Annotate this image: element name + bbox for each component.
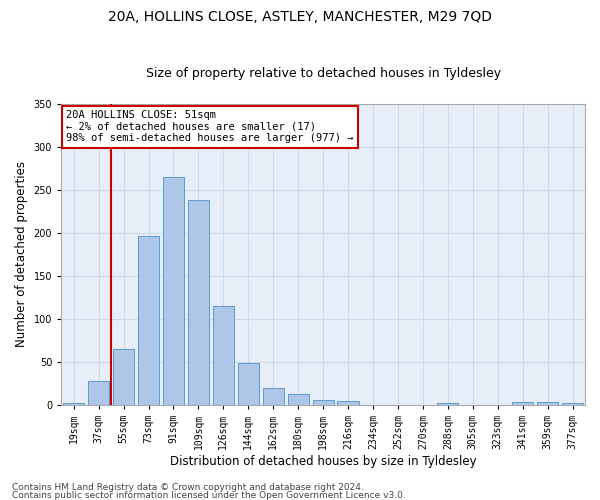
- Text: Contains public sector information licensed under the Open Government Licence v3: Contains public sector information licen…: [12, 490, 406, 500]
- X-axis label: Distribution of detached houses by size in Tyldesley: Distribution of detached houses by size …: [170, 454, 476, 468]
- Y-axis label: Number of detached properties: Number of detached properties: [15, 162, 28, 348]
- Bar: [263, 388, 284, 404]
- Text: 20A HOLLINS CLOSE: 51sqm
← 2% of detached houses are smaller (17)
98% of semi-de: 20A HOLLINS CLOSE: 51sqm ← 2% of detache…: [67, 110, 354, 144]
- Bar: [63, 403, 84, 404]
- Bar: [88, 380, 109, 404]
- Bar: [562, 403, 583, 404]
- Bar: [238, 362, 259, 405]
- Bar: [337, 401, 359, 404]
- Bar: [138, 236, 159, 404]
- Title: Size of property relative to detached houses in Tyldesley: Size of property relative to detached ho…: [146, 66, 500, 80]
- Bar: [163, 177, 184, 404]
- Bar: [313, 400, 334, 404]
- Text: 20A, HOLLINS CLOSE, ASTLEY, MANCHESTER, M29 7QD: 20A, HOLLINS CLOSE, ASTLEY, MANCHESTER, …: [108, 10, 492, 24]
- Bar: [512, 402, 533, 404]
- Bar: [113, 349, 134, 405]
- Bar: [437, 403, 458, 404]
- Text: Contains HM Land Registry data © Crown copyright and database right 2024.: Contains HM Land Registry data © Crown c…: [12, 484, 364, 492]
- Bar: [188, 200, 209, 404]
- Bar: [537, 402, 558, 404]
- Bar: [213, 306, 234, 404]
- Bar: [287, 394, 309, 404]
